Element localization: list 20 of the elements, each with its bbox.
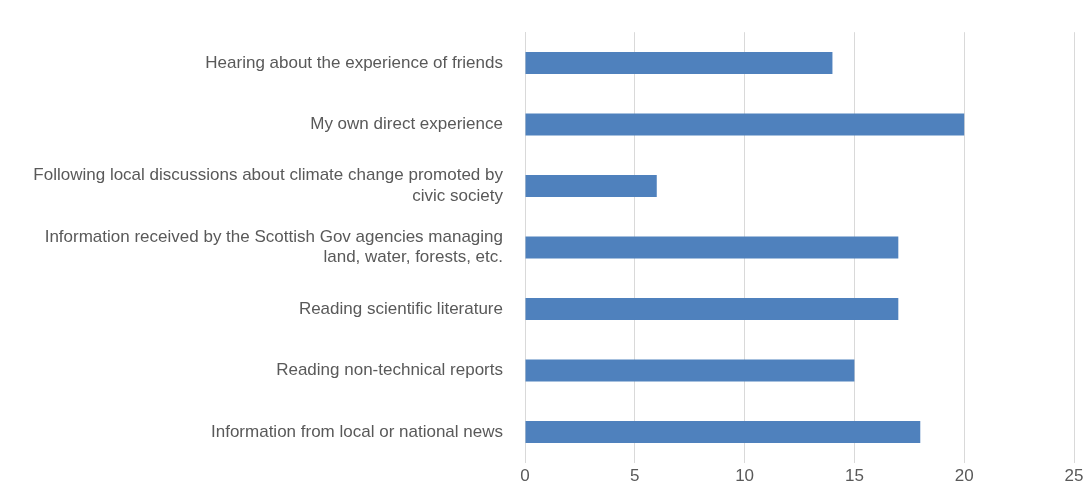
- bar: [525, 174, 657, 198]
- y-tick-label: Reading scientific literature: [298, 298, 503, 318]
- bar: [525, 359, 855, 382]
- x-tick-label: 20: [954, 465, 974, 485]
- bar: [525, 420, 921, 444]
- x-tick-label: 15: [844, 465, 864, 485]
- bar: [525, 51, 833, 75]
- y-tick-label: Hearing about the experience of friends: [205, 52, 503, 72]
- bar: [525, 236, 899, 259]
- x-tick-label: 25: [1064, 465, 1084, 485]
- x-tick-label: 5: [630, 465, 640, 485]
- x-tick-label: 10: [735, 465, 755, 485]
- y-tick-label: Following local discussions about climate change promoted by civic society: [33, 165, 504, 205]
- x-tick-label: 0: [520, 465, 530, 485]
- y-tick-label: Information received by the Scottish Gov agencies managing land, water, forests, etc.: [44, 226, 503, 267]
- y-tick-label: Information from local or national news: [211, 421, 503, 441]
- y-tick-label: Reading non-technical reports: [276, 360, 503, 380]
- bar: [525, 297, 899, 321]
- y-tick-label: My own direct experience: [310, 114, 503, 134]
- bar: [525, 113, 965, 136]
